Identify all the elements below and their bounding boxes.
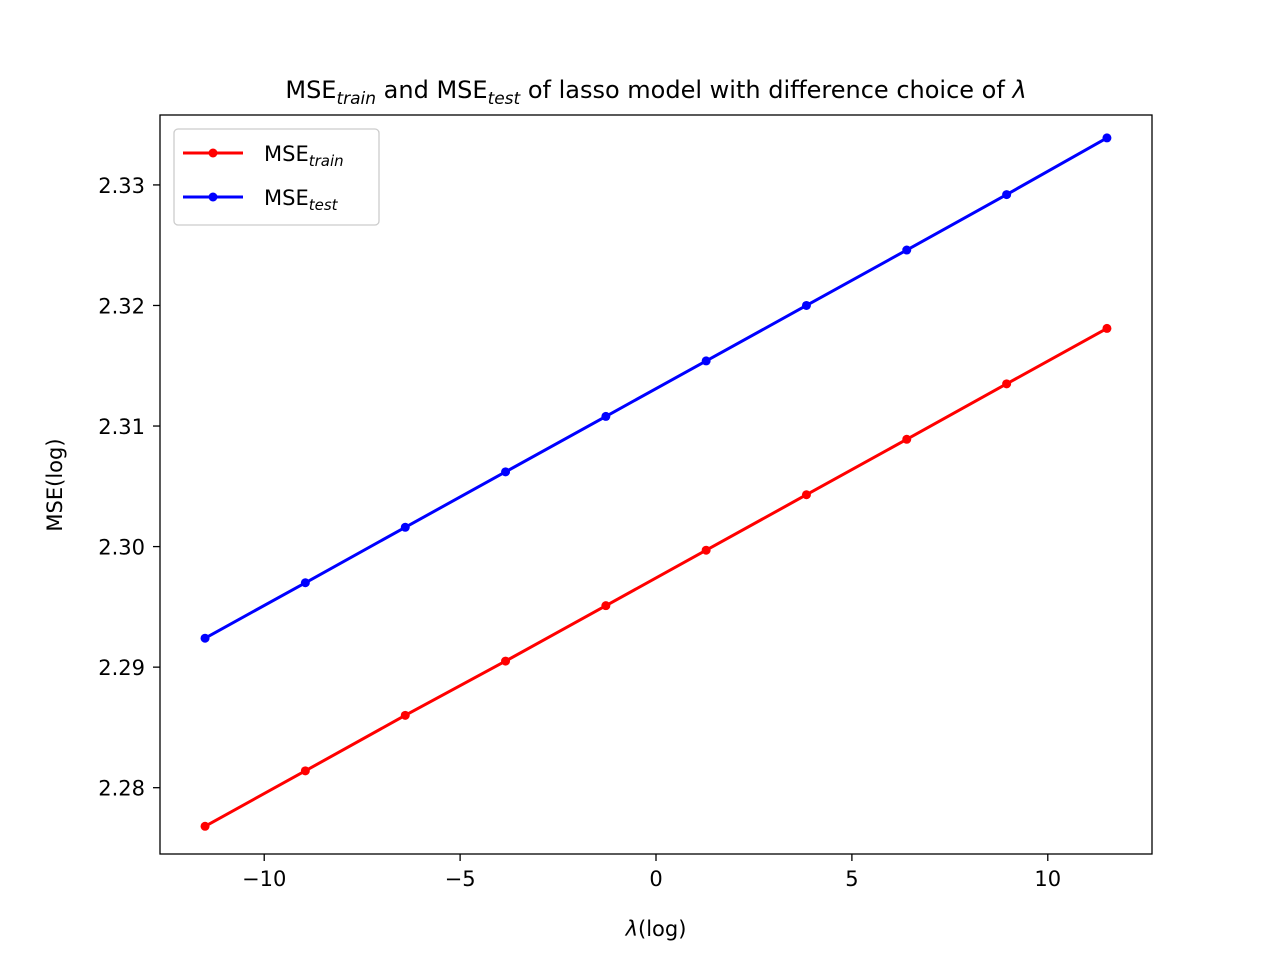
x-tick-label: 5 — [845, 867, 858, 891]
legend-train-name: MSE — [264, 142, 309, 166]
x-tick-label: 0 — [649, 867, 662, 891]
x-tick-label: −5 — [445, 867, 476, 891]
y-tick-label: 2.30 — [98, 536, 145, 560]
data-point-train — [400, 710, 410, 720]
plot-area — [160, 115, 1152, 854]
title-part-2: of lasso model with difference choice of — [520, 76, 1012, 104]
data-point-test — [1102, 133, 1112, 143]
x-axis-ticks: −10 −5 0 5 10 — [242, 854, 1061, 891]
legend-train-sub: train — [309, 152, 344, 170]
legend-train-label: MSEtrain — [264, 142, 344, 170]
data-point-train — [902, 434, 912, 444]
series-line-test — [204, 136, 1108, 640]
title-part-0: MSE — [285, 76, 336, 104]
data-point-test — [902, 245, 912, 255]
data-point-train — [801, 490, 811, 500]
data-point-test — [801, 300, 811, 310]
y-tick-label: 2.33 — [98, 174, 145, 198]
x-axis-label-text: (log) — [638, 917, 686, 941]
data-point-train — [1002, 379, 1012, 389]
data-point-test — [1002, 190, 1012, 200]
x-axis-label: λ(log) — [625, 917, 687, 941]
data-point-test — [300, 578, 310, 588]
y-tick-label: 2.32 — [98, 294, 145, 318]
data-point-test — [601, 411, 611, 421]
data-point-train — [501, 656, 511, 666]
x-axis-label-lambda: λ — [625, 917, 638, 941]
legend-test-label: MSEtest — [264, 186, 339, 214]
title-part-1: and MSE — [376, 76, 488, 104]
x-tick-label: 10 — [1034, 867, 1061, 891]
y-tick-label: 2.29 — [98, 656, 145, 680]
data-point-train — [300, 766, 310, 776]
data-point-test — [400, 522, 410, 532]
data-point-train — [601, 601, 611, 611]
title-part-1-sub: test — [488, 89, 522, 109]
title-part-0-sub: train — [336, 89, 376, 109]
legend-train-marker — [208, 148, 218, 158]
data-point-test — [200, 633, 210, 643]
data-point-train — [701, 545, 711, 555]
legend: MSEtrain MSEtest — [173, 128, 380, 226]
legend-test-sub: test — [309, 196, 339, 214]
data-point-train — [1102, 323, 1112, 333]
y-axis-label: MSE(log) — [43, 438, 67, 531]
legend-test-marker — [208, 192, 218, 202]
chart-title: MSEtrain and MSEtest of lasso model with… — [285, 76, 1026, 109]
y-axis-ticks: 2.28 2.29 2.30 2.31 2.32 2.33 — [98, 174, 160, 801]
data-point-test — [701, 356, 711, 366]
y-tick-label: 2.28 — [98, 777, 145, 801]
plot-frame — [159, 114, 1153, 855]
title-lambda: λ — [1010, 76, 1026, 104]
series-layer — [200, 133, 1112, 831]
series-line-train — [204, 327, 1108, 828]
x-tick-label: −10 — [242, 867, 286, 891]
y-tick-label: 2.31 — [98, 415, 145, 439]
legend-test-name: MSE — [264, 186, 309, 210]
data-point-test — [501, 467, 511, 477]
data-point-train — [200, 821, 210, 831]
